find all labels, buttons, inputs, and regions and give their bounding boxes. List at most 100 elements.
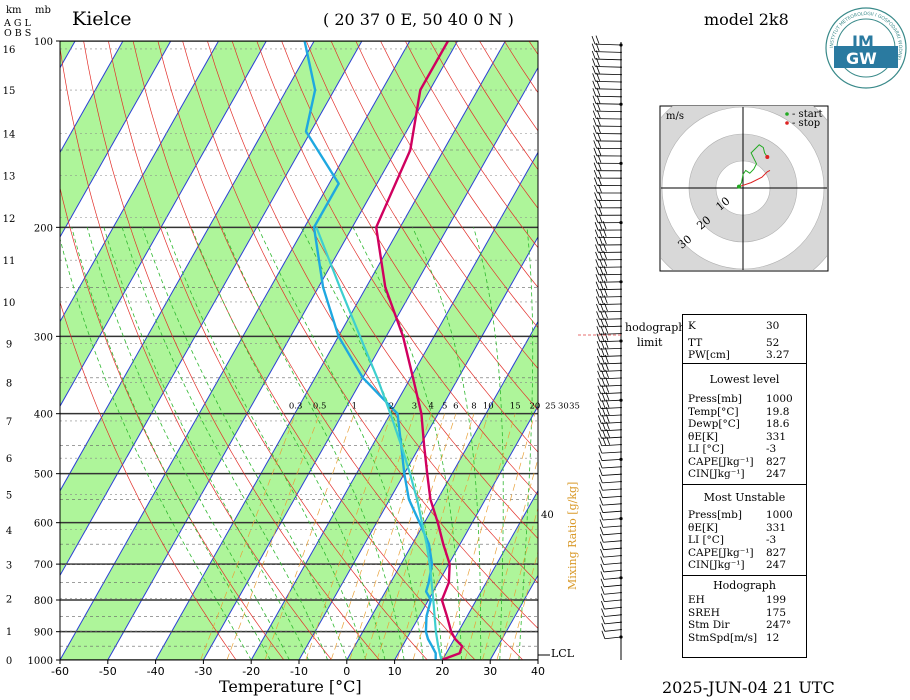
- wind-barb-feather: [603, 273, 608, 282]
- wind-barb-feather: [595, 251, 599, 261]
- wind-barb-feather: [601, 623, 606, 632]
- wind-barb-feather: [599, 266, 604, 275]
- moist-adiabat: [142, 227, 348, 660]
- dry-adiabat: [207, 41, 538, 584]
- km-tick-label: 10: [3, 298, 16, 309]
- km-tick-label: 2: [6, 594, 12, 605]
- most-unstable-label: CIN[Jkg⁻¹]: [688, 559, 745, 571]
- wind-barb-feather: [602, 235, 607, 245]
- wind-barb-feather: [600, 303, 604, 312]
- valid-datetime: 2025-JUN-04 21 UTC: [662, 678, 835, 697]
- x-tick-label: 30: [483, 665, 497, 678]
- isotherm: [60, 41, 124, 154]
- most-unstable-label: Press[mb]: [688, 509, 742, 521]
- wind-barb-feather: [600, 593, 605, 602]
- km-tick-label: 9: [6, 339, 12, 350]
- wind-barb-feather: [598, 430, 602, 439]
- tt-index-value: 52: [766, 337, 780, 349]
- mixing-ratio-tick: 3: [412, 402, 417, 412]
- mixing-ratio-axis-label: Mixing Ratio [g/kg]: [566, 481, 579, 590]
- dry-adiabat: [281, 41, 538, 453]
- wind-barb-feather: [597, 176, 602, 186]
- wind-barb-feather: [601, 377, 606, 386]
- wind-barb-feather: [596, 303, 600, 313]
- wind-barb-feather: [603, 243, 607, 252]
- x-tick-label: -10: [290, 665, 308, 678]
- mixing-ratio-line: [464, 413, 536, 660]
- most-unstable-value: -3: [766, 534, 777, 546]
- wind-barb-feather: [591, 50, 596, 60]
- wind-barb-feather: [598, 228, 603, 238]
- hodograph-legend-dot: [785, 121, 789, 125]
- wind-barb: [604, 629, 622, 632]
- wind-barb: [595, 51, 622, 53]
- mixing-ratio-tick: 0.5: [313, 402, 327, 412]
- wind-barb-feather: [599, 482, 603, 491]
- wind-barb: [599, 311, 622, 313]
- lowest-level-value: 331: [766, 430, 787, 443]
- wind-level: [620, 621, 622, 624]
- wind-barb: [595, 58, 622, 61]
- wind-barb-feather: [596, 311, 600, 320]
- wind-barb-feather: [599, 519, 604, 528]
- wind-barb-feather: [600, 355, 605, 364]
- wind-barb-feather: [597, 169, 602, 178]
- wind-level: [620, 177, 622, 180]
- wind-barb-feather: [597, 147, 602, 156]
- wind-barb-feather: [594, 229, 599, 238]
- wind-barb: [600, 377, 622, 380]
- wind-barb-feather: [592, 88, 597, 97]
- wind-barb-feather: [599, 489, 603, 498]
- wind-barb-feather: [605, 377, 610, 386]
- wind-barb-feather: [602, 221, 607, 230]
- x-tick-label: 0: [343, 665, 350, 678]
- moist-adiabat: [164, 227, 367, 660]
- wind-barb: [599, 296, 622, 298]
- km-tick-label: 3: [6, 560, 12, 571]
- lowest-level-label: Dewp[°C]: [688, 418, 740, 430]
- km-tick-label: 15: [3, 86, 16, 97]
- wind-barb: [602, 518, 622, 521]
- isotherm-band: [60, 41, 458, 660]
- wind-barb: [602, 481, 622, 484]
- wind-barb-feather: [601, 370, 605, 379]
- axes: 0.3 0.5 1 2 3 4 5 6 8 10 15 20 25 30 35-60 -50 -40 -30 -20…: [3, 37, 580, 678]
- wind-barb-feather: [605, 384, 610, 393]
- wind-barb-feather: [602, 429, 606, 438]
- hodograph-legend-label: - start: [792, 109, 822, 120]
- x-tick-label: -60: [51, 665, 69, 678]
- isotherm: [441, 489, 538, 660]
- mixing-ratio-tick: 5: [442, 402, 447, 412]
- mixing-ratio-tick: 10: [483, 402, 494, 412]
- wind-barb-feather: [598, 184, 602, 193]
- wind-barb-feather: [592, 65, 596, 75]
- wind-barb-feather: [596, 117, 601, 126]
- wind-barb: [602, 473, 622, 476]
- logo-top-text: IM: [852, 32, 874, 51]
- wind-barb-feather: [599, 273, 604, 282]
- wind-barb-feather: [597, 162, 602, 171]
- wind-barb: [600, 362, 622, 365]
- x-tick-label: 20: [435, 665, 449, 678]
- wind-barb-feather: [600, 325, 605, 334]
- dry-adiabat: [60, 45, 332, 660]
- isotherm: [394, 405, 538, 660]
- wind-barb-feather: [592, 73, 596, 82]
- wind-barb-feather: [600, 318, 605, 327]
- wind-barb-feather: [601, 385, 606, 394]
- mixing-ratio-tick: 4: [428, 402, 433, 412]
- wind-barb: [603, 584, 622, 588]
- wind-barb: [600, 399, 622, 402]
- wind-barb-feather: [597, 378, 602, 387]
- wind-barb: [602, 466, 622, 469]
- wind-barb-feather: [601, 407, 606, 416]
- dry-adiabat: [182, 41, 538, 629]
- wind-barb-feather: [595, 35, 600, 44]
- dry-adiabat: [305, 41, 538, 411]
- wind-barb-feather: [597, 154, 602, 163]
- wind-barb-feather: [596, 355, 601, 365]
- moist-adiabat: [221, 227, 405, 660]
- wind-barb-feather: [601, 600, 605, 610]
- moist-adiabat: [71, 227, 271, 660]
- mixing-ratio-tick: 1: [352, 402, 357, 412]
